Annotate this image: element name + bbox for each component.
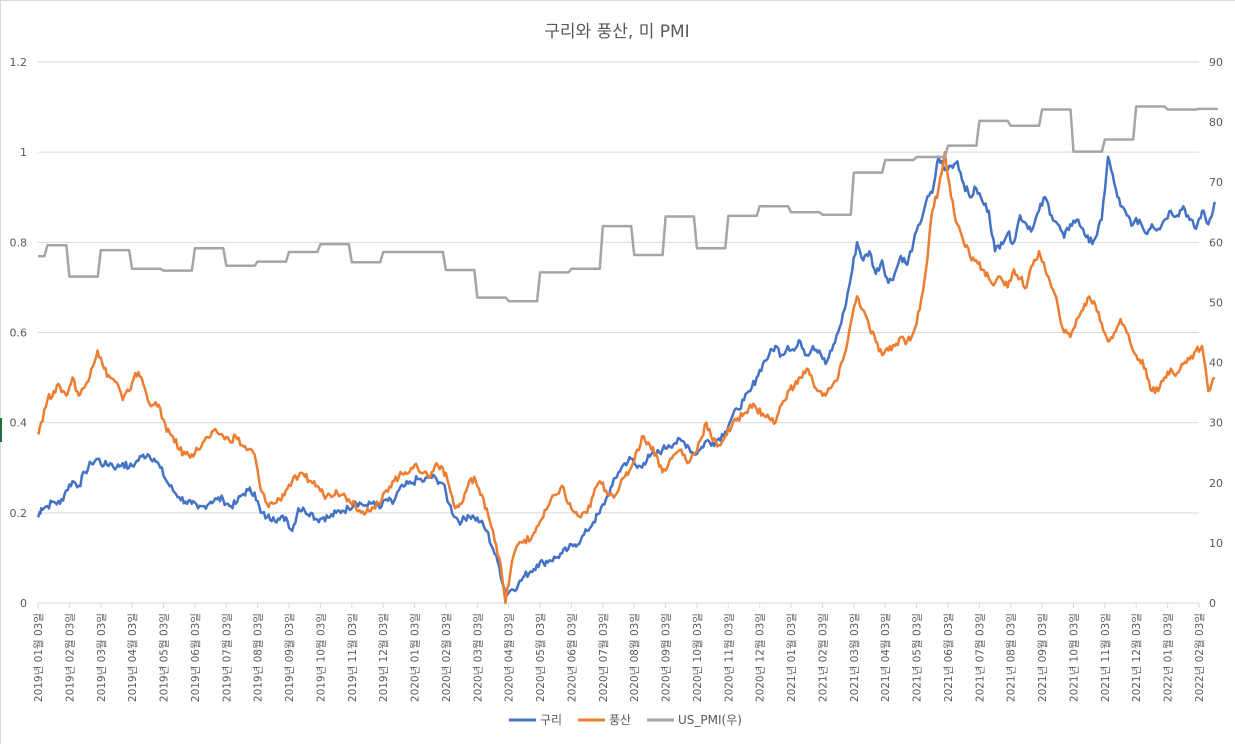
y-right-tick-label: 0 (1209, 597, 1216, 610)
x-tick-label: 2021년 10월 03일 (1067, 613, 1080, 702)
x-tick-label: 2021년 12월 03일 (1130, 613, 1143, 702)
series-line-2 (38, 105, 1218, 303)
gridlines (38, 61, 1199, 604)
x-tick-label: 2020년 10월 03일 (691, 613, 704, 702)
x-tick-label: 2019년 07월 03일 (220, 613, 233, 702)
y-left-tick-label: 0.8 (10, 236, 28, 249)
y-left-tick-label: 0 (20, 597, 27, 610)
y-right-tick-label: 40 (1209, 357, 1223, 370)
x-tick-label: 2021년 11월 03일 (1099, 613, 1112, 702)
x-tick-label: 2019년 05월 03일 (158, 613, 171, 702)
legend-label: 풍산 (609, 713, 631, 727)
chart-title: 구리와 풍산, 미 PMI (544, 22, 689, 42)
legend[interactable]: 구리 풍산 US_PMI(우) (509, 713, 742, 727)
x-tick-label: 2019년 09월 03일 (283, 613, 296, 702)
y-right-tick-label: 80 (1209, 116, 1223, 129)
x-tick-label: 2019년 06월 03일 (189, 613, 202, 702)
y-left-tick-label: 1 (20, 146, 27, 159)
legend-label: 구리 (540, 713, 562, 727)
x-tick-label: 2021년 01월 03일 (785, 613, 798, 702)
x-tick-label: 2020년 09월 03일 (660, 613, 673, 702)
y-left-tick-label: 1.2 (10, 56, 28, 69)
series-line-0 (36, 155, 1216, 597)
x-tick-label: 2021년 04월 03일 (879, 613, 892, 702)
x-tick-label: 2020년 11월 03일 (722, 613, 735, 702)
x-tick-label: 2022년 01월 03일 (1162, 613, 1175, 702)
y-right-tick-label: 90 (1209, 56, 1223, 69)
x-tick-label: 2020년 03월 03일 (471, 613, 484, 702)
series-line-1 (36, 150, 1216, 605)
y-right-tick-label: 60 (1209, 236, 1223, 249)
x-tick-label: 2020년 02월 03일 (440, 613, 453, 702)
y-left-tick-label: 0.4 (10, 417, 28, 430)
x-axis: 2019년 01월 03일 2019년 02월 03일 2019년 03월 03일 2… (32, 603, 1206, 702)
y-right-tick-label: 20 (1209, 477, 1223, 490)
x-tick-label: 2022년 02월 03일 (1193, 613, 1206, 702)
selection-marker (0, 418, 2, 442)
y-axis-right: 0 10 20 30 40 50 60 70 80 90 (1209, 56, 1223, 610)
x-tick-label: 2019년 04월 03일 (126, 613, 139, 702)
x-tick-label: 2021년 08월 03일 (1005, 613, 1018, 702)
y-right-tick-label: 70 (1209, 176, 1223, 189)
x-tick-label: 2020년 05월 03일 (534, 613, 547, 702)
x-tick-label: 2019년 01월 03일 (32, 613, 45, 702)
y-axis-left: 0 0.2 0.4 0.6 0.8 1 1.2 (10, 56, 28, 610)
x-tick-label: 2019년 12월 03일 (377, 613, 390, 702)
series-group (36, 105, 1218, 605)
x-tick-label: 2020년 08월 03일 (628, 613, 641, 702)
y-right-tick-label: 50 (1209, 296, 1223, 309)
x-tick-label: 2020년 01월 03일 (409, 613, 422, 702)
y-right-tick-label: 30 (1209, 417, 1223, 430)
x-tick-label: 2020년 04월 03일 (503, 613, 516, 702)
y-left-tick-label: 0.2 (10, 507, 28, 520)
y-right-tick-label: 10 (1209, 537, 1223, 550)
x-tick-label: 2019년 08월 03일 (252, 613, 265, 702)
x-tick-label: 2021년 05월 03일 (911, 613, 924, 702)
x-tick-label: 2020년 06월 03일 (565, 613, 578, 702)
x-tick-label: 2021년 02월 03일 (816, 613, 829, 702)
x-tick-label: 2019년 11월 03일 (346, 613, 359, 702)
x-tick-label: 2020년 07월 03일 (597, 613, 610, 702)
y-left-tick-label: 0.6 (10, 327, 28, 340)
x-tick-label: 2021년 03월 03일 (848, 613, 861, 702)
legend-label: US_PMI(우) (678, 713, 742, 727)
x-tick-label: 2019년 10월 03일 (314, 613, 327, 702)
x-tick-label: 2020년 12월 03일 (754, 613, 767, 702)
x-tick-label: 2021년 06월 03일 (942, 613, 955, 702)
x-tick-label: 2019년 02월 03일 (63, 613, 76, 702)
x-tick-label: 2021년 07월 03일 (973, 613, 986, 702)
x-tick-label: 2019년 03월 03일 (95, 613, 108, 702)
x-tick-label: 2021년 09월 03일 (1036, 613, 1049, 702)
